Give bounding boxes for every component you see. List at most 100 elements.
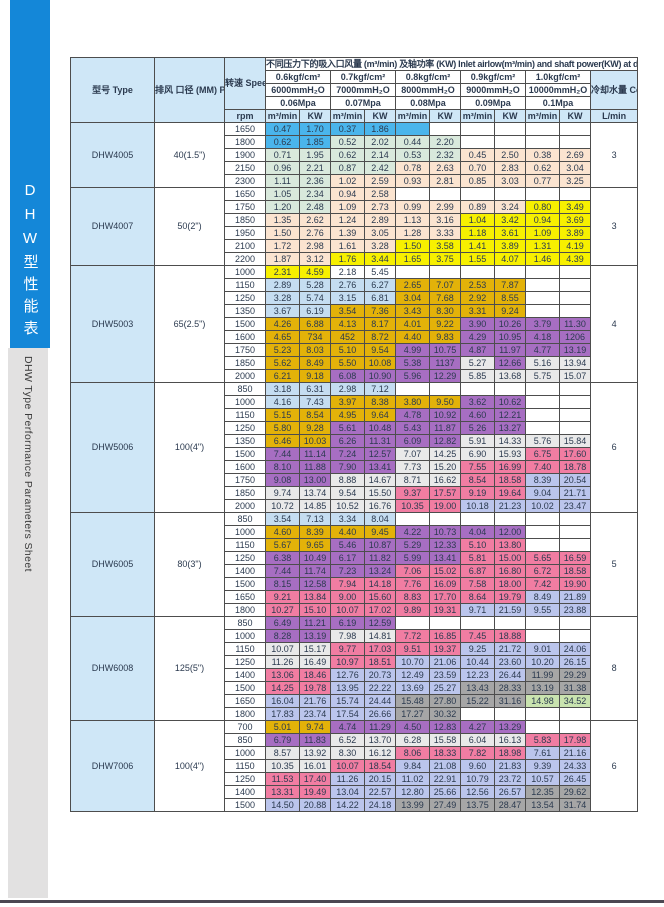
data-cell: 5.29	[395, 538, 430, 552]
data-cell: 0.94	[525, 213, 560, 227]
data-cell: 9.22	[429, 317, 461, 331]
data-cell	[559, 265, 591, 279]
table-row: 1150 5.15 8.54 4.95 9.64 4.78 10.92 4.60 12.21	[71, 408, 638, 422]
data-cell: 7.90	[330, 460, 365, 474]
table-row: 1750 1.20 2.48 1.09 2.73 0.99 2.99 0.89 3.24 0.80…	[71, 200, 638, 214]
data-cell: 9.54	[330, 486, 365, 500]
unit-power-header: KW	[429, 109, 461, 123]
data-cell: 5.43	[395, 421, 430, 435]
data-cell: 734	[299, 330, 331, 344]
data-cell: 5.80	[265, 421, 300, 435]
table-row: 1650 9.21 13.84 9.00 15.60 8.83 17.70 8.64 19.79…	[71, 590, 638, 604]
data-cell: 1.13	[395, 213, 430, 227]
data-cell: 7.44	[265, 564, 300, 578]
data-cell: 8.03	[299, 343, 331, 357]
data-cell: 11.26	[265, 655, 300, 669]
data-cell: 4.50	[395, 720, 430, 734]
data-cell	[395, 265, 430, 279]
data-cell: 17.70	[429, 590, 461, 604]
model-cell: DHW6005	[70, 512, 155, 617]
data-cell: 3.18	[265, 382, 300, 396]
data-cell	[559, 304, 591, 318]
data-cell: 13.92	[299, 746, 331, 760]
table-row: 1350 3.67 6.19 3.54 7.36 3.43 8.30 3.31 9.24	[71, 304, 638, 318]
rpm-cell: 1500	[224, 577, 266, 591]
data-cell: 4.26	[265, 317, 300, 331]
data-cell: 13.29	[494, 720, 526, 734]
pressure-mpa-header: 0.08Mpa	[395, 96, 461, 110]
data-cell: 13.95	[330, 681, 365, 695]
table-row: 1400 7.44 11.74 7.23 13.24 7.06 15.02 6.87 16.80…	[71, 564, 638, 578]
rpm-cell: 1000	[224, 629, 266, 643]
data-cell: 3.62	[460, 395, 495, 409]
data-cell: 9.83	[429, 330, 461, 344]
data-cell: 1137	[429, 356, 461, 370]
data-cell	[525, 382, 560, 396]
data-cell: 0.99	[395, 200, 430, 214]
table-row: 1600 4.65 734 452 8.72 4.40 9.83 4.29 10.95 4.18 1…	[71, 330, 638, 344]
data-cell: 0.52	[330, 135, 365, 149]
data-cell: 5.50	[330, 356, 365, 370]
data-cell: 30.32	[429, 707, 461, 721]
data-cell	[525, 616, 560, 630]
data-cell: 6.19	[330, 616, 365, 630]
data-cell: 14.18	[364, 577, 396, 591]
data-cell: 11.29	[364, 720, 396, 734]
data-cell: 8.55	[494, 291, 526, 305]
data-cell: 11.97	[494, 343, 526, 357]
data-cell: 5.96	[395, 369, 430, 383]
data-cell: 2.98	[330, 382, 365, 396]
data-cell: 3.54	[265, 512, 300, 526]
data-cell: 1.72	[265, 239, 300, 253]
data-cell: 2.34	[299, 187, 331, 201]
data-cell: 9.21	[265, 590, 300, 604]
data-cell: 3.28	[265, 291, 300, 305]
table-row: 1500 4.26 6.88 4.13 8.17 4.01 9.22 3.90 10.26 3.7…	[71, 317, 638, 331]
data-cell: 14.67	[364, 473, 396, 487]
model-cell: DHW7006	[70, 720, 155, 812]
rpm-cell: 1400	[224, 668, 266, 682]
data-cell: 0.89	[460, 200, 495, 214]
data-cell: 8.72	[364, 330, 396, 344]
data-cell: 5.01	[265, 720, 300, 734]
data-cell: 18.98	[494, 746, 526, 760]
data-cell: 2.99	[429, 200, 461, 214]
pressure-mmh2o-header: 6000mmH₂O	[265, 83, 331, 97]
data-cell: 18.54	[364, 759, 396, 773]
data-cell: 13.43	[460, 681, 495, 695]
data-cell: 1.87	[265, 252, 300, 266]
data-cell: 2.89	[364, 213, 396, 227]
data-cell: 8.06	[395, 746, 430, 760]
data-cell: 12.76	[330, 668, 365, 682]
table-row: 2000 10.72 14.85 10.52 16.76 10.35 19.00 10.18 2…	[71, 499, 638, 513]
data-cell: 1.04	[460, 213, 495, 227]
rpm-cell: 1600	[224, 330, 266, 344]
rpm-cell: 1150	[224, 408, 266, 422]
data-cell: 16.12	[364, 746, 396, 760]
data-cell: 10.73	[429, 525, 461, 539]
units-row: rpm m³/min KW m³/min KW m³/min KW m³/min KW m³/mi…	[71, 109, 639, 123]
cooling-water-cell: 5	[589, 512, 639, 617]
data-cell: 1.61	[330, 239, 365, 253]
table-row: 1750 5.23 8.03 5.10 9.54 4.99 10.75 4.87 11.97 4.…	[71, 343, 638, 357]
data-cell: 5.75	[525, 369, 560, 383]
pressure-mpa-header: 0.09Mpa	[460, 96, 526, 110]
unit-power-header: KW	[299, 109, 331, 123]
data-cell: 14.33	[494, 434, 526, 448]
data-cell: 5.65	[525, 551, 560, 565]
data-cell: 8.15	[265, 577, 300, 591]
data-cell: 7.73	[395, 460, 430, 474]
data-cell: 2.92	[460, 291, 495, 305]
data-cell: 2.98	[299, 239, 331, 253]
data-cell: 14.25	[265, 681, 300, 695]
rpm-cell: 1800	[224, 135, 266, 149]
data-cell: 17.60	[559, 447, 591, 461]
model-cell: DHW4005	[70, 122, 155, 188]
port-dia-cell: 125(5")	[154, 616, 225, 721]
data-cell: 9.89	[395, 603, 430, 617]
data-cell	[525, 525, 560, 539]
data-cell: 21.72	[494, 642, 526, 656]
condition-title: 不同压力下的吸入口风量 (m³/min) 及轴功率 (KW) Inlet air…	[264, 57, 639, 71]
data-cell	[559, 291, 591, 305]
data-cell: 19.90	[559, 577, 591, 591]
